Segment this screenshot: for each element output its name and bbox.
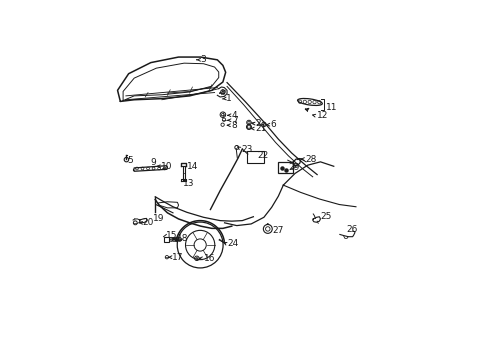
Text: 17: 17 (172, 253, 183, 262)
Text: 4: 4 (231, 111, 237, 120)
Text: 13: 13 (183, 179, 194, 188)
Text: 7: 7 (231, 116, 237, 125)
Text: 3: 3 (200, 55, 205, 64)
Text: 19: 19 (153, 215, 164, 224)
Text: 2: 2 (255, 119, 261, 128)
Text: 5: 5 (127, 156, 133, 165)
Text: 12: 12 (316, 111, 327, 120)
Text: 8: 8 (231, 121, 237, 130)
Text: 29: 29 (288, 163, 299, 172)
Text: 18: 18 (177, 234, 188, 243)
Text: 14: 14 (187, 162, 199, 171)
Text: 10: 10 (161, 162, 172, 171)
Text: 23: 23 (241, 145, 252, 154)
Text: 20: 20 (142, 218, 154, 227)
Text: 6: 6 (270, 120, 276, 129)
Text: 25: 25 (319, 212, 330, 221)
Text: 9: 9 (150, 158, 156, 167)
Text: 11: 11 (325, 103, 336, 112)
Text: 27: 27 (272, 225, 283, 234)
Text: 21: 21 (255, 124, 266, 133)
Text: 15: 15 (166, 231, 178, 240)
Text: 1: 1 (225, 94, 231, 103)
Bar (247, 151, 264, 163)
Text: 22: 22 (257, 151, 268, 160)
Bar (163, 237, 169, 242)
Bar (278, 162, 293, 173)
Text: 28: 28 (305, 154, 316, 163)
Text: 26: 26 (346, 225, 357, 234)
Text: 16: 16 (203, 254, 215, 263)
Text: 24: 24 (227, 239, 238, 248)
